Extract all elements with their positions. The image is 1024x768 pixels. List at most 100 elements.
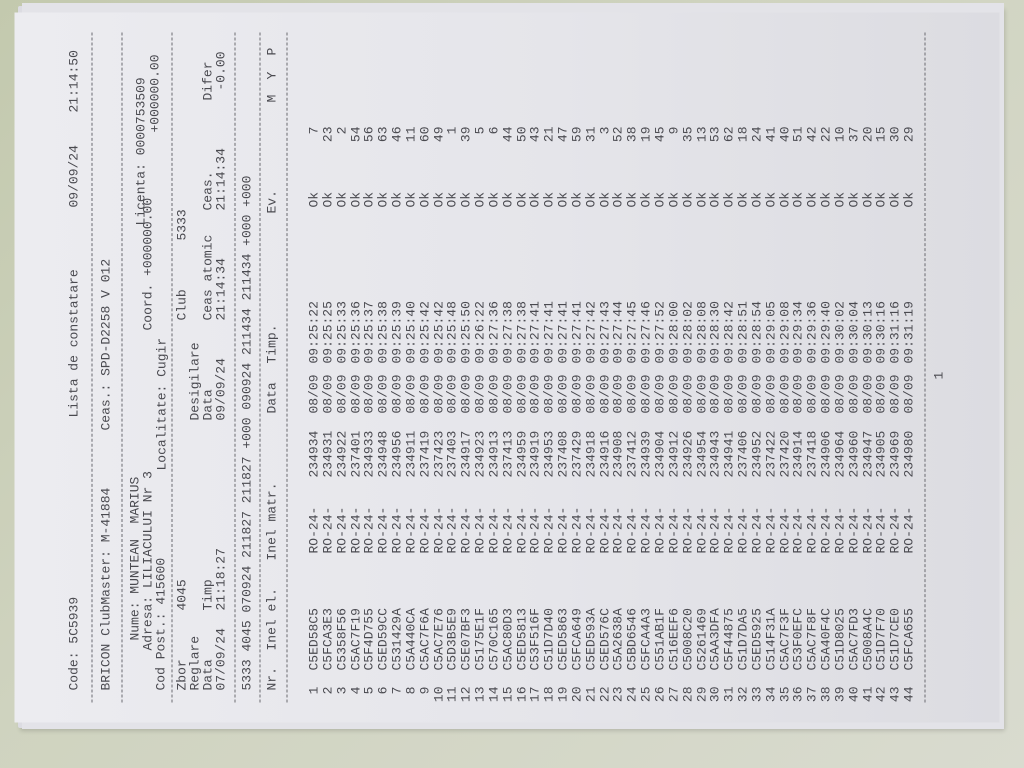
event-status: Ok [735, 191, 751, 208]
divider [91, 32, 93, 703]
table-row: 39 C51D8025 RO-24- 234964 08/09 09:30:02 Ok 10 [832, 13, 848, 723]
ring-prefix: RO-24- [569, 506, 585, 554]
ring-prefix: RO-24- [486, 506, 502, 554]
event-status: Ok [403, 191, 419, 208]
row-nr: 38 [818, 686, 834, 703]
event-status: Ok [680, 191, 696, 208]
ring-electronic: C5A40F4C [818, 608, 834, 671]
arrival-time: 09:29:05 [763, 301, 779, 364]
divider [259, 32, 261, 703]
coord: Coord. +000000.00 [140, 197, 156, 331]
m-value: 2 [334, 126, 350, 135]
table-row: 44 C5FCA655 RO-24- 234980 08/09 09:31:19 Ok 29 [901, 13, 917, 723]
event-status: Ok [666, 191, 682, 208]
col-data: Data [264, 382, 280, 414]
arrival-time: 09:27:41 [569, 301, 585, 364]
ring-prefix: RO-24- [901, 506, 917, 554]
row-nr: 44 [901, 686, 917, 703]
m-value: 5 [472, 126, 488, 135]
arrival-date: 08/09 [763, 374, 779, 414]
arrival-date: 08/09 [306, 374, 322, 414]
col-nr: Nr. [264, 667, 280, 691]
event-status: Ok [901, 191, 917, 208]
arrival-date: 08/09 [500, 374, 516, 414]
table-row: 3 C5358F56 RO-24- 234922 08/09 09:25:33 Ok 2 [334, 13, 350, 723]
ring-number: 234931 [320, 430, 336, 478]
arrival-date: 08/09 [389, 374, 405, 414]
ring-number: 234911 [403, 430, 419, 478]
event-status: Ok [334, 191, 350, 208]
table-row: 33 C5ED5925 RO-24- 234952 08/09 09:28:54 Ok 24 [749, 13, 765, 723]
arrival-time: 09:27:36 [486, 301, 502, 364]
ring-electronic: C51D7DA5 [735, 608, 751, 671]
row-nr: 27 [666, 686, 682, 703]
table-row: 28 C5008C20 RO-24- 234926 08/09 09:28:02 Ok 35 [680, 13, 696, 723]
ring-prefix: RO-24- [555, 506, 571, 554]
col-inel-el: Inel el. [264, 588, 280, 651]
row-nr: 32 [735, 686, 751, 703]
event-status: Ok [500, 191, 516, 208]
ring-number: 237422 [763, 430, 779, 478]
arrival-time: 09:25:40 [403, 301, 419, 364]
m-value: 6 [486, 126, 502, 135]
col-y: Y [264, 71, 280, 80]
arrival-time: 09:27:41 [555, 301, 571, 364]
row-nr: 40 [846, 686, 862, 703]
table-row: 34 C514F31A RO-24- 237422 08/09 09:29:05 Ok 41 [763, 13, 779, 723]
divider [121, 32, 123, 703]
arrival-date: 08/09 [666, 374, 682, 414]
ring-number: 234923 [472, 430, 488, 478]
ring-electronic: C5ED5863 [555, 608, 571, 671]
arrival-time: 09:28:02 [680, 301, 696, 364]
table-row: 7 C531429A RO-24- 234956 08/09 09:25:39 Ok 46 [389, 13, 405, 723]
club-label: Club [174, 289, 190, 321]
arrival-time: 09:25:25 [320, 301, 336, 364]
club-value: 5333 [174, 209, 190, 241]
arrival-date: 08/09 [555, 374, 571, 414]
arrival-time: 09:25:42 [417, 301, 433, 364]
col-timp: Timp. [264, 324, 280, 364]
row-nr: 13 [472, 686, 488, 703]
ring-number: 237406 [735, 430, 751, 478]
ring-number: 234980 [901, 430, 917, 478]
arrival-date: 08/09 [403, 374, 419, 414]
ring-electronic: C5358F56 [334, 608, 350, 671]
row-nr: 3 [334, 686, 350, 695]
atomic-time: 21:14:34 [213, 258, 229, 321]
ring-number: 237419 [417, 430, 433, 478]
row-nr: 28 [680, 686, 696, 703]
m-value: 10 [832, 126, 848, 143]
row-nr: 19 [555, 686, 571, 703]
arrival-time: 09:27:38 [500, 301, 516, 364]
arrival-date: 08/09 [652, 374, 668, 414]
ring-prefix: RO-24- [735, 506, 751, 554]
table-row: 9 C5AC7F6A RO-24- 237419 08/09 09:25:42 Ok 60 [417, 13, 433, 723]
m-value: 46 [389, 126, 405, 143]
ring-number: 237413 [500, 430, 516, 478]
ring-electronic: C531429A [389, 608, 405, 671]
ring-electronic: C5FCA649 [569, 608, 585, 671]
m-value: 11 [403, 126, 419, 143]
m-value: 22 [818, 126, 834, 143]
arrival-date: 08/09 [749, 374, 765, 414]
table-row: 8 C5A440CA RO-24- 234911 08/09 09:25:40 Ok 11 [403, 13, 419, 723]
reglare-time: 21:18:27 [213, 548, 229, 611]
event-status: Ok [472, 191, 488, 208]
arrival-time: 09:30:04 [846, 301, 862, 364]
row-nr: 14 [486, 686, 502, 703]
event-status: Ok [569, 191, 585, 208]
m-value: 35 [680, 126, 696, 143]
ring-prefix: RO-24- [666, 506, 682, 554]
table-row: 1 C5ED58C5 RO-24- 234934 08/09 09:25:22 Ok 7 [306, 13, 322, 723]
arrival-time: 09:26:22 [472, 301, 488, 364]
row-nr: 15 [500, 686, 516, 703]
event-status: Ok [306, 191, 322, 208]
row-nr: 7 [389, 686, 405, 695]
coord-2: +000000.00 [147, 54, 163, 133]
arrival-time: 09:31:19 [901, 301, 917, 364]
ring-prefix: RO-24- [749, 506, 765, 554]
ring-number: 234912 [666, 430, 682, 478]
row-nr: 39 [832, 686, 848, 703]
table-row: 14 C570C165 RO-24- 234913 08/09 09:27:36 Ok 6 [486, 13, 502, 723]
event-status: Ok [555, 191, 571, 208]
